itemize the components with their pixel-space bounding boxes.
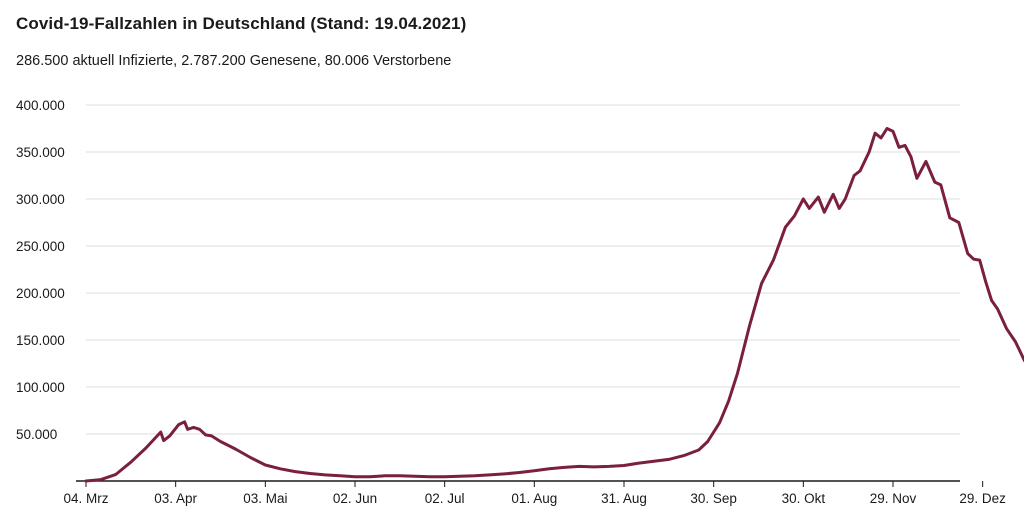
y-tick-label: 100.000 xyxy=(16,380,65,395)
grid-lines xyxy=(86,104,960,435)
x-tick-label: 31. Aug xyxy=(601,491,647,506)
x-tick-label: 03. Mai xyxy=(243,491,287,506)
y-tick-label: 200.000 xyxy=(16,286,65,301)
y-tick-label: 350.000 xyxy=(16,145,65,160)
series-line-aktuell-infizierte xyxy=(84,127,1024,483)
x-tick-label: 03. Apr xyxy=(154,491,197,506)
x-tick-label: 02. Jul xyxy=(425,491,465,506)
x-tick-label: 29. Dez xyxy=(959,491,1006,506)
x-tick-label: 30. Okt xyxy=(782,491,826,506)
x-axis: 04. Mrz 03. Apr 03. Mai 02. Jun 02. Jul 01. A… xyxy=(63,480,1006,506)
x-tick-label: 29. Nov xyxy=(870,491,917,506)
x-tick-label: 04. Mrz xyxy=(63,491,108,506)
y-tick-label: 50.000 xyxy=(16,427,57,442)
series-layer: AktuellInfizierte xyxy=(84,127,1024,483)
x-tick-label: 01. Aug xyxy=(511,491,557,506)
y-tick-label: 250.000 xyxy=(16,239,65,254)
y-tick-label: 150.000 xyxy=(16,333,65,348)
chart-title: Covid-19-Fallzahlen in Deutschland (Stan… xyxy=(16,14,467,33)
y-tick-label: 400.000 xyxy=(16,98,65,113)
y-tick-label: 300.000 xyxy=(16,192,65,207)
x-tick-label: 30. Sep xyxy=(690,491,737,506)
chart-subtitle: 286.500 aktuell Infizierte, 2.787.200 Ge… xyxy=(16,53,452,69)
x-tick-label: 02. Jun xyxy=(333,491,377,506)
y-axis-labels: 50.000 100.000 150.000 200.000 250.000 300.00… xyxy=(16,98,65,442)
